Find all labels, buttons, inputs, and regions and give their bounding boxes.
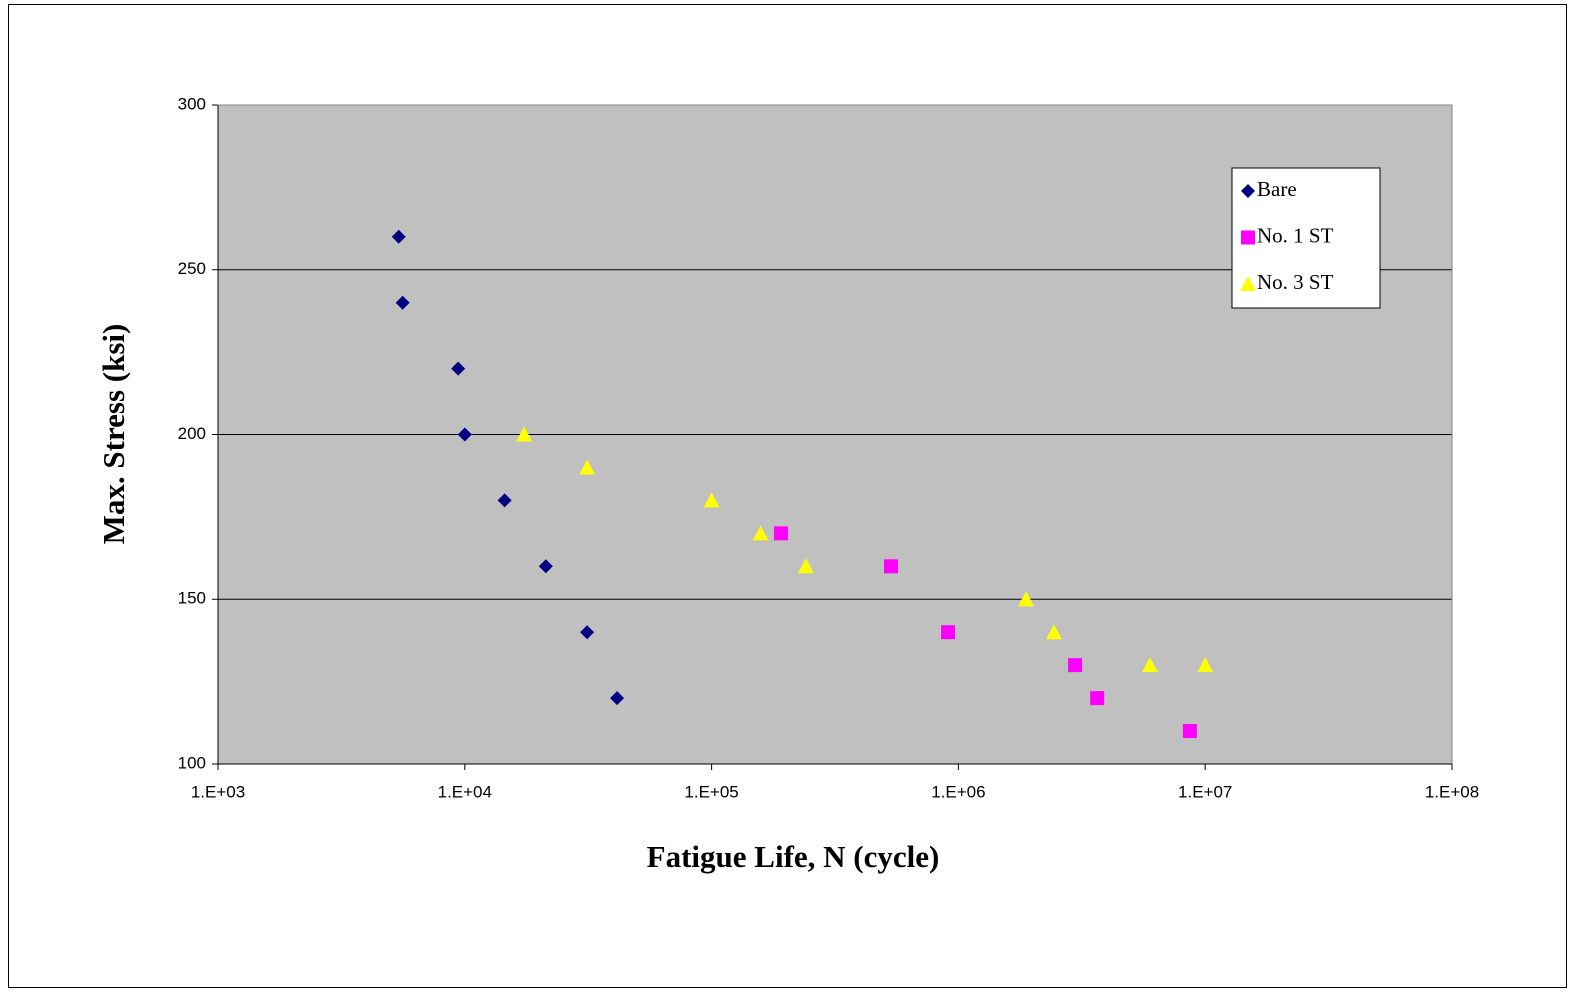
point [703,492,720,508]
point [1197,657,1214,673]
y-tick-label: 150 [178,589,206,608]
y-tick-label: 100 [178,753,206,772]
legend-box [1231,167,1381,309]
point [516,426,533,442]
y-tick-label: 200 [178,424,206,443]
point [1018,591,1035,607]
point [752,525,769,541]
point [941,625,956,640]
point [391,229,406,244]
x-tick-label: 1.E+08 [1425,782,1479,801]
point [797,558,814,574]
point [883,559,898,574]
point [610,691,625,706]
point [1046,624,1063,640]
point [580,625,595,640]
point [395,295,410,310]
x-tick-label: 1.E+04 [438,782,492,801]
point [457,427,472,442]
legend-label: Bare [1257,177,1297,201]
x-axis-label: Fatigue Life, N (cycle) [647,839,940,874]
legend-marker [1241,184,1255,198]
point [579,459,596,475]
x-tick-label: 1.E+05 [684,782,738,801]
y-axis-label: Max. Stress (ksi) [96,324,131,545]
x-tick-label: 1.E+03 [191,782,245,801]
point [1090,691,1105,706]
y-tick-label: 300 [178,94,206,113]
legend-label: No. 1 ST [1257,223,1334,247]
point [773,526,788,541]
legend-marker [1241,230,1255,245]
point [451,361,466,376]
y-tick-label: 250 [178,259,206,278]
legend-label: No. 3 ST [1257,270,1334,294]
x-tick-label: 1.E+07 [1178,782,1232,801]
point [538,559,553,574]
point [1141,657,1158,673]
point [497,493,512,508]
legend-marker [1240,276,1256,291]
point [1068,658,1083,673]
x-tick-label: 1.E+06 [931,782,985,801]
point [1182,724,1197,739]
